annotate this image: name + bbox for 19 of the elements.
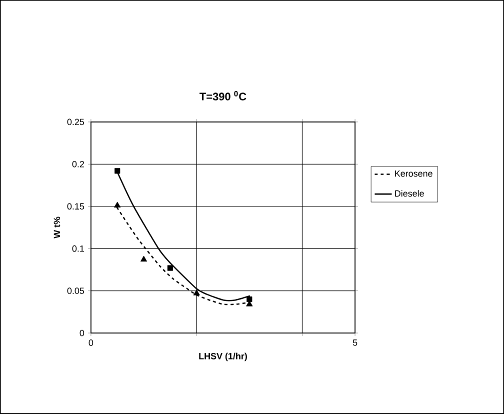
point <box>114 168 120 174</box>
point <box>167 265 173 271</box>
chart-title: T=390 $^{0}$C <box>200 91 246 100</box>
y-tick-label: 0.05 <box>67 288 84 294</box>
x-axis-title: LHSV (1/hr) <box>199 352 247 362</box>
point <box>246 300 253 306</box>
y-tick-label: 0.15 <box>67 203 84 210</box>
point <box>246 296 252 302</box>
y-tick-label: 0 <box>80 330 84 336</box>
x-tick-label: 5 <box>352 340 358 346</box>
legend-label: Kerosene <box>395 170 432 177</box>
y-tick-label: 0.1 <box>72 245 84 252</box>
y-tick-label: 0.25 <box>67 118 84 126</box>
point <box>114 202 121 208</box>
y-axis-title: W t% <box>54 216 60 238</box>
point <box>193 290 200 296</box>
y-tick-label: 0.2 <box>72 160 84 168</box>
point <box>140 256 148 262</box>
legend-label: Diesele <box>395 190 424 197</box>
